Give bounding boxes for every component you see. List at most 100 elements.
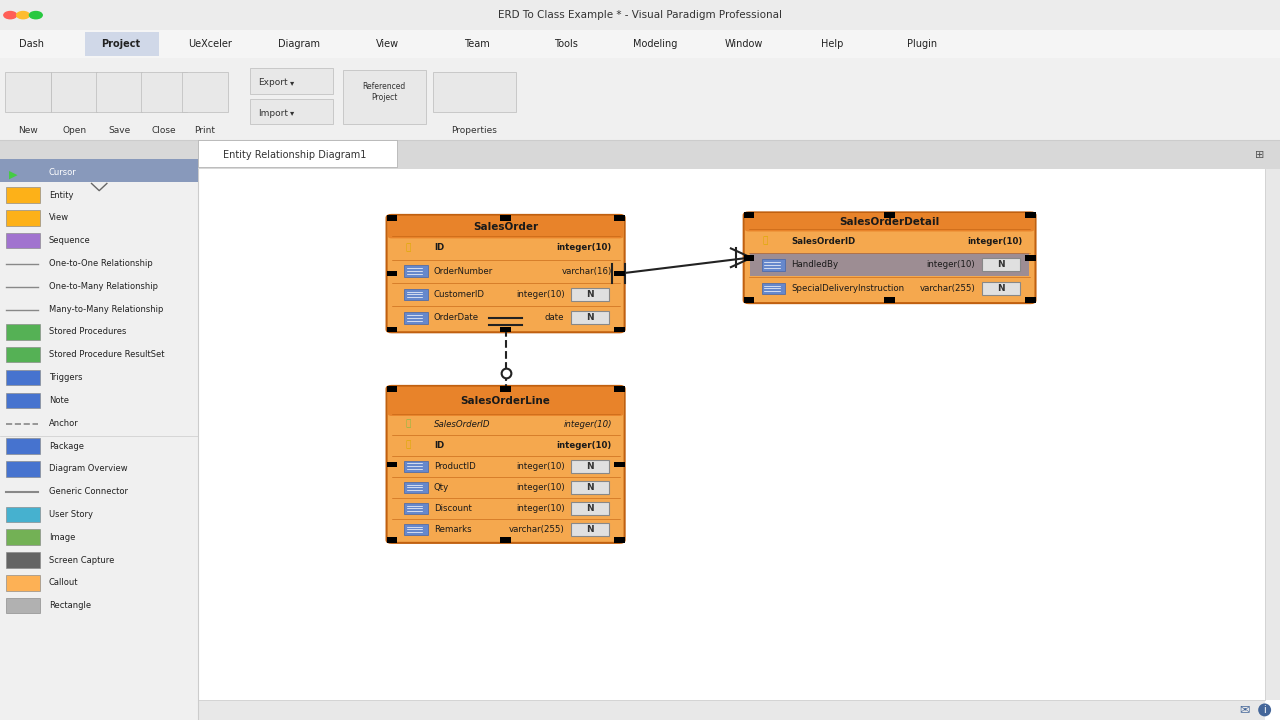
- Text: ID: ID: [434, 243, 444, 253]
- Text: Save: Save: [108, 126, 131, 135]
- Text: Import: Import: [257, 109, 288, 117]
- FancyBboxPatch shape: [6, 187, 40, 203]
- Text: 🔑: 🔑: [406, 243, 411, 253]
- FancyBboxPatch shape: [388, 387, 623, 416]
- Text: integer(10): integer(10): [557, 441, 612, 450]
- Text: One-to-Many Relationship: One-to-Many Relationship: [49, 282, 157, 291]
- Text: integer(10): integer(10): [557, 243, 612, 253]
- FancyBboxPatch shape: [6, 370, 40, 385]
- Text: Package: Package: [49, 441, 83, 451]
- Text: integer(10): integer(10): [927, 260, 975, 269]
- FancyBboxPatch shape: [250, 68, 333, 94]
- Text: ERD To Class Example * - Visual Paradigm Professional: ERD To Class Example * - Visual Paradigm…: [498, 10, 782, 20]
- Text: Generic Connector: Generic Connector: [49, 487, 128, 496]
- Bar: [614, 537, 625, 543]
- Text: OrderDate: OrderDate: [434, 313, 479, 323]
- FancyBboxPatch shape: [198, 169, 1280, 720]
- Text: Close: Close: [151, 126, 177, 135]
- Text: 🔑: 🔑: [406, 441, 411, 450]
- Circle shape: [4, 12, 17, 19]
- Bar: [500, 215, 511, 221]
- Text: View: View: [376, 39, 399, 49]
- Text: N: N: [586, 313, 594, 323]
- Text: N: N: [997, 284, 1005, 293]
- Text: Help: Help: [822, 39, 844, 49]
- FancyBboxPatch shape: [433, 72, 516, 112]
- FancyBboxPatch shape: [1265, 169, 1280, 700]
- FancyBboxPatch shape: [0, 0, 1280, 30]
- Circle shape: [29, 12, 42, 19]
- Text: N: N: [586, 483, 594, 492]
- Text: varchar(255): varchar(255): [508, 525, 564, 534]
- Text: integer(10): integer(10): [563, 420, 612, 429]
- FancyBboxPatch shape: [343, 70, 426, 124]
- FancyBboxPatch shape: [6, 575, 40, 590]
- Text: 🔑: 🔑: [406, 420, 411, 429]
- Text: Triggers: Triggers: [49, 373, 82, 382]
- Text: Remarks: Remarks: [434, 525, 471, 534]
- Text: ⊞: ⊞: [1256, 150, 1265, 160]
- Bar: [387, 327, 397, 333]
- Text: Print: Print: [195, 126, 215, 135]
- Text: ▶: ▶: [9, 169, 18, 179]
- Bar: [387, 462, 397, 467]
- Text: Qty: Qty: [434, 483, 449, 492]
- Text: SpecialDeliveryInstruction: SpecialDeliveryInstruction: [791, 284, 904, 293]
- Bar: [387, 386, 397, 392]
- FancyBboxPatch shape: [6, 598, 40, 613]
- Text: ▾: ▾: [289, 78, 294, 87]
- FancyBboxPatch shape: [6, 438, 40, 454]
- FancyBboxPatch shape: [571, 523, 609, 536]
- FancyBboxPatch shape: [404, 266, 428, 277]
- Text: Anchor: Anchor: [49, 419, 78, 428]
- FancyBboxPatch shape: [982, 258, 1020, 271]
- Text: Properties: Properties: [451, 126, 497, 135]
- Text: Entity: Entity: [49, 191, 73, 199]
- Text: N: N: [586, 525, 594, 534]
- Text: One-to-One Relationship: One-to-One Relationship: [49, 259, 152, 268]
- Bar: [1025, 212, 1036, 218]
- Text: Open: Open: [63, 126, 86, 135]
- FancyBboxPatch shape: [6, 529, 40, 545]
- FancyBboxPatch shape: [51, 72, 97, 112]
- FancyBboxPatch shape: [6, 392, 40, 408]
- Bar: [614, 386, 625, 392]
- Text: Referenced
Project: Referenced Project: [362, 83, 406, 102]
- Text: varchar(255): varchar(255): [919, 284, 975, 293]
- Bar: [744, 297, 754, 303]
- Bar: [1025, 255, 1036, 261]
- Text: Export: Export: [257, 78, 288, 87]
- Text: Stored Procedures: Stored Procedures: [49, 328, 125, 336]
- Text: Plugin: Plugin: [906, 39, 937, 49]
- Bar: [614, 327, 625, 333]
- Text: SalesOrderID: SalesOrderID: [791, 237, 855, 246]
- Bar: [500, 386, 511, 392]
- FancyBboxPatch shape: [404, 312, 428, 323]
- Text: SalesOrderID: SalesOrderID: [434, 420, 490, 429]
- Bar: [614, 215, 625, 221]
- Text: i: i: [1263, 705, 1266, 715]
- Text: integer(10): integer(10): [516, 483, 564, 492]
- FancyBboxPatch shape: [387, 386, 625, 543]
- FancyBboxPatch shape: [0, 140, 1280, 169]
- FancyBboxPatch shape: [571, 288, 609, 301]
- FancyBboxPatch shape: [571, 502, 609, 515]
- Text: Sequence: Sequence: [49, 236, 91, 246]
- FancyBboxPatch shape: [744, 212, 1036, 303]
- FancyBboxPatch shape: [404, 289, 428, 300]
- Text: Many-to-Many Relationship: Many-to-Many Relationship: [49, 305, 163, 314]
- FancyBboxPatch shape: [250, 99, 333, 124]
- Text: Image: Image: [49, 533, 76, 541]
- FancyBboxPatch shape: [762, 259, 785, 271]
- Text: N: N: [997, 260, 1005, 269]
- FancyBboxPatch shape: [404, 503, 428, 514]
- Text: SalesOrderLine: SalesOrderLine: [461, 396, 550, 406]
- Bar: [614, 462, 625, 467]
- Bar: [744, 212, 754, 218]
- Text: Screen Capture: Screen Capture: [49, 556, 114, 564]
- FancyBboxPatch shape: [141, 72, 187, 112]
- FancyBboxPatch shape: [0, 169, 198, 720]
- Bar: [744, 255, 754, 261]
- Bar: [500, 327, 511, 333]
- Text: OrderNumber: OrderNumber: [434, 266, 493, 276]
